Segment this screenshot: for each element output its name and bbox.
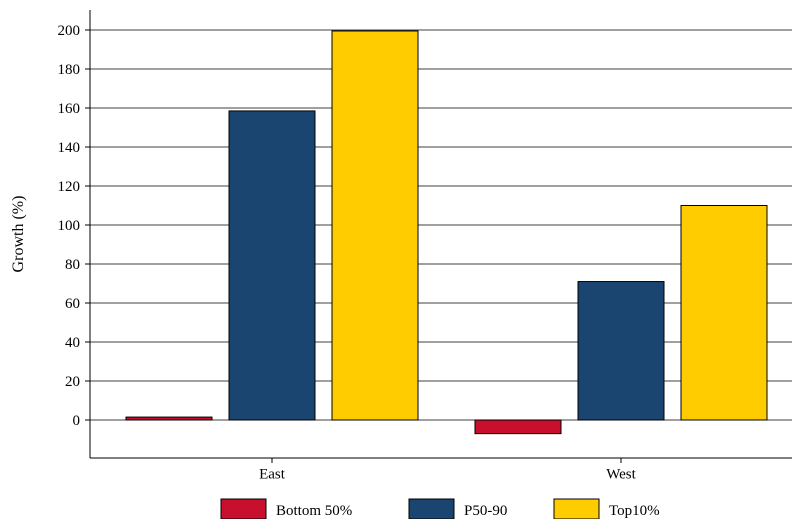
bar xyxy=(331,30,419,421)
bar xyxy=(474,419,562,435)
x-tick-label: West xyxy=(606,466,636,482)
x-tick-label: East xyxy=(259,466,286,482)
y-tick-label: 0 xyxy=(73,413,81,429)
y-tick-label: 40 xyxy=(65,335,80,351)
y-tick-label: 180 xyxy=(58,62,81,78)
legend-label: Bottom 50% xyxy=(276,503,352,519)
legend-label: P50-90 xyxy=(464,503,507,519)
bar xyxy=(125,416,213,421)
y-tick-label: 80 xyxy=(65,257,80,273)
bar xyxy=(680,205,768,421)
legend-label: Top10% xyxy=(609,503,660,519)
bars xyxy=(125,30,768,435)
bar xyxy=(228,110,316,421)
y-ticks: 0 20 40 60 80 100 120 140 160 180 200 xyxy=(58,23,90,429)
y-tick-label: 100 xyxy=(58,218,81,234)
y-tick-label: 60 xyxy=(65,296,80,312)
y-tick-label: 120 xyxy=(58,179,81,195)
legend: Bottom 50% P50-90 Top10% xyxy=(220,498,660,519)
y-tick-label: 160 xyxy=(58,101,81,117)
x-ticks: East West xyxy=(259,458,637,482)
y-axis-title: Growth (%) xyxy=(10,196,27,273)
legend-swatch xyxy=(553,498,600,519)
y-tick-label: 20 xyxy=(65,374,80,390)
legend-swatch xyxy=(220,498,267,519)
bar xyxy=(577,281,665,421)
y-tick-label: 140 xyxy=(58,140,81,156)
legend-swatch xyxy=(408,498,455,519)
axes xyxy=(89,10,792,459)
gridlines xyxy=(90,29,792,421)
y-tick-label: 200 xyxy=(58,23,81,39)
